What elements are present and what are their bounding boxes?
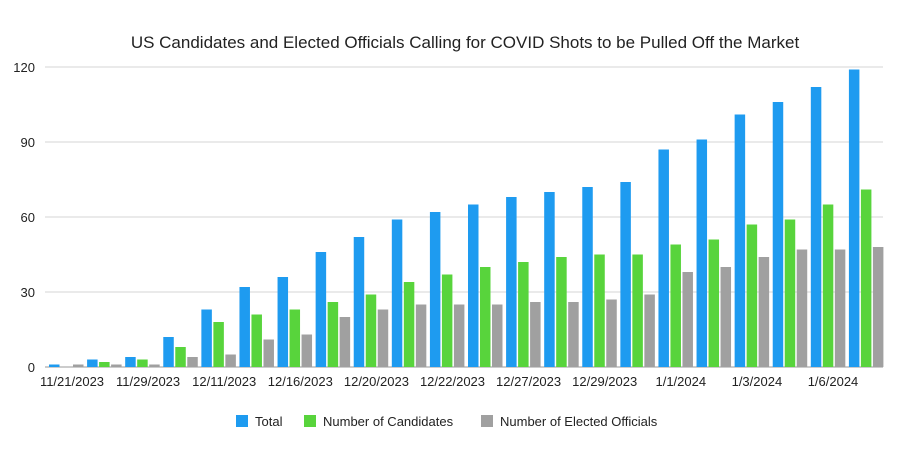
bar-total-11 bbox=[468, 204, 479, 367]
bar-number-of-candidates-19 bbox=[784, 219, 796, 367]
bar-number-of-elected-officials-6 bbox=[301, 334, 313, 367]
bar-total-4 bbox=[201, 309, 212, 367]
bar-number-of-elected-officials-4 bbox=[225, 354, 236, 367]
bar-number-of-elected-officials-12 bbox=[530, 302, 541, 367]
bar-total-15 bbox=[620, 182, 631, 367]
bar-number-of-candidates-10 bbox=[441, 274, 453, 367]
bar-total-13 bbox=[544, 192, 555, 367]
x-tick-label: 12/27/2023 bbox=[496, 374, 561, 389]
bar-number-of-candidates-15 bbox=[632, 254, 643, 367]
bar-total-10 bbox=[429, 212, 441, 367]
bar-number-of-candidates-17 bbox=[708, 239, 720, 367]
y-axis: 0 30 60 90 120 bbox=[13, 60, 35, 375]
bar-number-of-elected-officials-20 bbox=[834, 249, 846, 367]
bar-number-of-candidates-8 bbox=[365, 294, 377, 367]
bar-number-of-candidates-4 bbox=[213, 322, 224, 367]
y-tick-label: 90 bbox=[21, 135, 35, 150]
bar-number-of-candidates-2 bbox=[137, 359, 148, 367]
bar-total-7 bbox=[315, 252, 327, 367]
bar-total-6 bbox=[277, 277, 289, 367]
bar-number-of-candidates-6 bbox=[289, 309, 301, 367]
legend-swatch bbox=[481, 415, 493, 427]
bar-number-of-candidates-9 bbox=[403, 282, 415, 367]
bar-number-of-candidates-1 bbox=[99, 362, 110, 367]
bar-number-of-elected-officials-5 bbox=[263, 339, 274, 367]
bar-number-of-elected-officials-17 bbox=[720, 267, 732, 367]
bar-number-of-elected-officials-3 bbox=[187, 357, 198, 367]
bar-number-of-candidates-13 bbox=[556, 257, 567, 367]
bar-total-5 bbox=[239, 287, 250, 367]
x-tick-label: 12/16/2023 bbox=[268, 374, 333, 389]
legend-swatch bbox=[304, 415, 316, 427]
bar-number-of-candidates-11 bbox=[480, 267, 491, 367]
x-tick-label: 1/1/2024 bbox=[655, 374, 706, 389]
bar-total-12 bbox=[506, 197, 517, 367]
bar-number-of-elected-officials-11 bbox=[492, 304, 503, 367]
bars bbox=[49, 69, 884, 367]
bar-total-18 bbox=[734, 114, 746, 367]
y-tick-label: 120 bbox=[13, 60, 35, 75]
bar-number-of-elected-officials-13 bbox=[568, 302, 579, 367]
legend-swatch bbox=[236, 415, 248, 427]
bar-number-of-elected-officials-19 bbox=[796, 249, 808, 367]
bar-total-21 bbox=[848, 69, 860, 367]
bar-number-of-elected-officials-9 bbox=[415, 304, 427, 367]
bar-total-0 bbox=[49, 364, 60, 367]
x-tick-label: 12/22/2023 bbox=[420, 374, 485, 389]
bar-number-of-elected-officials-15 bbox=[644, 294, 655, 367]
bar-total-9 bbox=[391, 219, 403, 367]
legend-label: Number of Candidates bbox=[323, 414, 454, 429]
bar-total-2 bbox=[125, 357, 136, 367]
bar-total-8 bbox=[353, 237, 365, 367]
bar-number-of-elected-officials-0 bbox=[73, 364, 84, 367]
bar-total-16 bbox=[658, 149, 669, 367]
bar-number-of-candidates-3 bbox=[175, 347, 186, 367]
bar-number-of-candidates-21 bbox=[860, 189, 872, 367]
bar-number-of-elected-officials-21 bbox=[872, 247, 884, 367]
bar-number-of-elected-officials-1 bbox=[111, 364, 122, 367]
bar-total-17 bbox=[696, 139, 708, 367]
bar-total-20 bbox=[810, 87, 822, 367]
bar-number-of-candidates-7 bbox=[327, 302, 339, 367]
bar-number-of-elected-officials-14 bbox=[606, 299, 617, 367]
bar-total-1 bbox=[87, 359, 98, 367]
legend-label: Number of Elected Officials bbox=[500, 414, 658, 429]
bar-total-3 bbox=[163, 337, 174, 367]
x-axis: 11/21/2023 11/29/2023 12/11/2023 12/16/2023… bbox=[40, 374, 858, 389]
bar-number-of-elected-officials-18 bbox=[758, 257, 770, 367]
x-tick-label: 11/29/2023 bbox=[116, 374, 180, 389]
y-tick-label: 60 bbox=[21, 210, 35, 225]
x-tick-label: 12/20/2023 bbox=[344, 374, 409, 389]
bar-number-of-elected-officials-8 bbox=[377, 309, 389, 367]
x-tick-label: 12/11/2023 bbox=[192, 374, 256, 389]
x-tick-label: 11/21/2023 bbox=[40, 374, 104, 389]
bar-number-of-elected-officials-7 bbox=[339, 317, 351, 367]
bar-number-of-elected-officials-10 bbox=[453, 304, 465, 367]
bar-number-of-candidates-18 bbox=[746, 224, 758, 367]
y-tick-label: 0 bbox=[28, 360, 35, 375]
x-tick-label: 1/6/2024 bbox=[808, 374, 859, 389]
bar-number-of-elected-officials-2 bbox=[149, 364, 160, 367]
y-tick-label: 30 bbox=[21, 285, 35, 300]
x-tick-label: 12/29/2023 bbox=[572, 374, 637, 389]
bar-number-of-candidates-16 bbox=[670, 244, 681, 367]
bar-number-of-candidates-14 bbox=[594, 254, 605, 367]
bar-total-19 bbox=[772, 102, 784, 367]
x-tick-label: 1/3/2024 bbox=[732, 374, 783, 389]
bar-number-of-candidates-12 bbox=[518, 262, 529, 367]
bar-number-of-candidates-20 bbox=[822, 204, 834, 367]
legend: Total Number of Candidates Number of Elect… bbox=[236, 414, 658, 429]
bar-total-14 bbox=[582, 187, 593, 367]
bar-number-of-elected-officials-16 bbox=[682, 272, 693, 367]
chart-title: US Candidates and Elected Officials Call… bbox=[131, 33, 800, 52]
bar-number-of-candidates-5 bbox=[251, 314, 262, 367]
legend-label: Total bbox=[255, 414, 283, 429]
